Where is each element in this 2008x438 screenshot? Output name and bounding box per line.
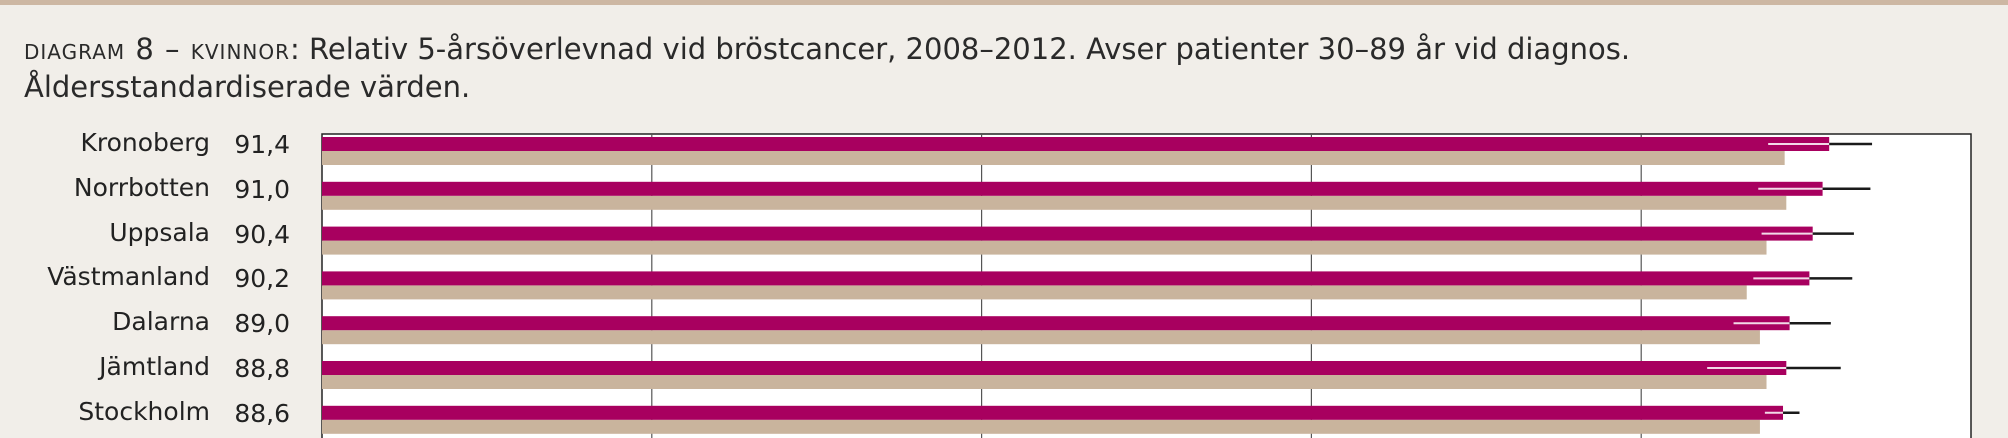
comparison-bar [322,240,1767,255]
chart-title: DIAGRAM 8 – KVINNOR: Relativ 5-årsöverle… [24,30,1924,106]
category-label: Jämtland [99,352,210,381]
comparison-bar [322,285,1747,300]
category-label: Västmanland [47,262,210,292]
survival-bar [322,271,1810,286]
survival-bar [322,361,1787,375]
category-label: Kronoberg [80,128,210,157]
chart-title-prefix: DIAGRAM 8 – KVINNOR [24,32,291,66]
comparison-bar [322,419,1760,434]
survival-bar [322,316,1790,331]
survival-bar [322,137,1830,151]
value-label: 90,4 [234,219,290,249]
value-label: 88,8 [234,354,290,383]
comparison-bar [322,195,1787,210]
survival-bar [322,226,1813,241]
value-label: 90,2 [234,264,290,294]
category-label: Uppsala [109,217,210,247]
category-label: Dalarna [112,307,210,337]
comparison-bar [322,375,1767,389]
value-label: 91,4 [234,130,290,159]
survival-bar [322,181,1823,196]
value-label: 89,0 [234,309,290,339]
top-rule [0,0,2008,5]
category-label: Norrbotten [73,172,210,202]
comparison-bar [322,330,1760,345]
comparison-bar [322,151,1785,165]
value-label: 91,0 [234,174,290,204]
value-label: 88,6 [234,398,290,428]
survival-bar [322,405,1784,420]
chart-title-text: : Relativ 5-årsöverlevnad vid bröstcance… [24,32,1631,104]
category-label: Stockholm [78,396,210,426]
